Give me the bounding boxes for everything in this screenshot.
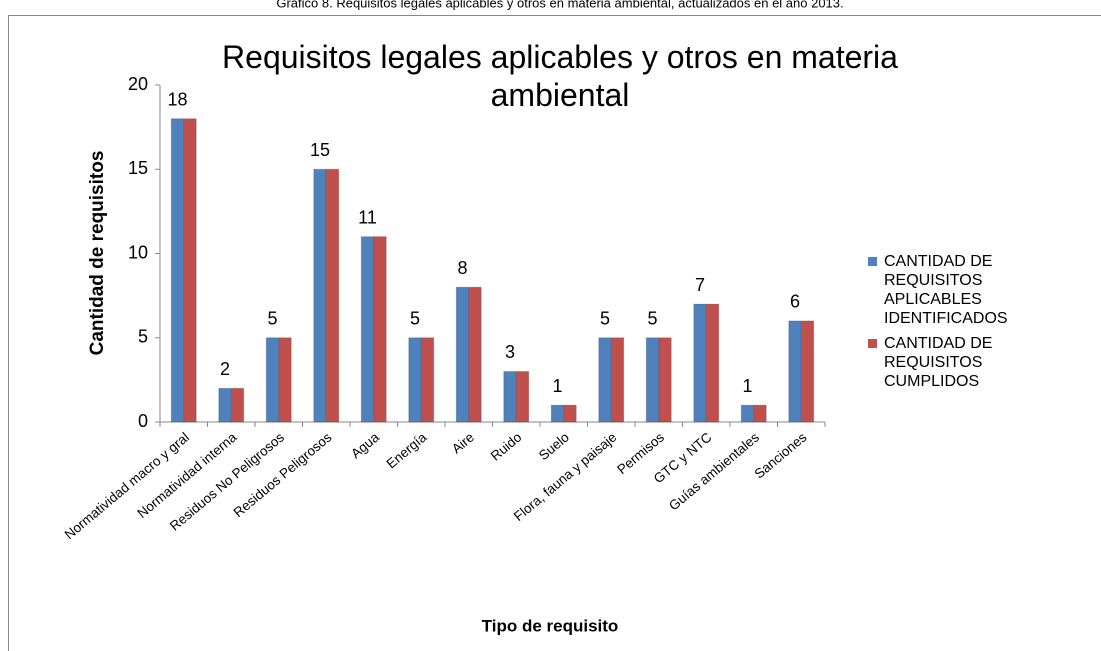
data-label: 5 bbox=[647, 309, 657, 329]
x-tick-label: Guías ambientales bbox=[666, 429, 762, 513]
bar bbox=[373, 236, 387, 423]
bar bbox=[468, 286, 482, 423]
caption: Gráfico 8. Requisitos legales aplicables… bbox=[276, 0, 843, 10]
bar bbox=[800, 320, 815, 423]
legend-label: CANTIDAD DE REQUISITOS APLICABLES IDENTI… bbox=[884, 253, 1008, 327]
bar bbox=[230, 387, 245, 423]
bar bbox=[693, 303, 707, 423]
y-tick-label: 5 bbox=[138, 327, 148, 347]
y-axis-title: Cantidad de requisitos bbox=[87, 151, 108, 356]
legend: CANTIDAD DE REQUISITOS APLICABLES IDENTI… bbox=[868, 252, 1068, 397]
bar bbox=[325, 168, 340, 423]
bar bbox=[788, 320, 802, 423]
bar bbox=[455, 286, 470, 423]
chart-frame bbox=[8, 15, 1101, 651]
x-tick-label: Energía bbox=[384, 429, 430, 471]
bar bbox=[218, 387, 232, 423]
data-label: 11 bbox=[358, 207, 377, 227]
bar bbox=[170, 118, 185, 423]
bar bbox=[313, 168, 327, 423]
bar bbox=[645, 337, 660, 423]
y-tick-label: 15 bbox=[128, 158, 148, 178]
data-label: 7 bbox=[695, 275, 705, 295]
x-tick-label: Aire bbox=[449, 430, 477, 457]
bar bbox=[550, 404, 565, 423]
y-tick-label: 10 bbox=[128, 242, 148, 262]
y-tick-label: 20 bbox=[128, 74, 148, 94]
bar bbox=[610, 337, 625, 423]
bar bbox=[408, 337, 422, 423]
bar bbox=[515, 370, 530, 423]
data-label: 1 bbox=[552, 376, 562, 396]
chart-title: Requisitos legales aplicables y otros en… bbox=[222, 39, 898, 113]
data-label: 2 bbox=[220, 359, 230, 379]
x-tick-label: Sanciones bbox=[752, 429, 810, 481]
bar bbox=[740, 404, 755, 423]
data-label: 6 bbox=[790, 292, 800, 312]
data-label: 5 bbox=[267, 309, 277, 329]
legend-swatch bbox=[868, 339, 877, 348]
bar bbox=[420, 337, 435, 423]
data-label: 15 bbox=[310, 140, 330, 160]
bar bbox=[360, 236, 375, 423]
legend-item: CANTIDAD DE REQUISITOS CUMPLIDOS bbox=[868, 334, 1068, 391]
x-axis-title: Tipo de requisito bbox=[482, 616, 619, 635]
data-label: 5 bbox=[600, 309, 610, 329]
data-label: 1 bbox=[742, 376, 752, 396]
legend-label: CANTIDAD DE REQUISITOS CUMPLIDOS bbox=[884, 335, 993, 390]
data-label: 18 bbox=[167, 89, 187, 109]
bar bbox=[563, 404, 577, 423]
bar bbox=[598, 337, 612, 423]
x-tick-label: Agua bbox=[348, 429, 382, 461]
data-label: 8 bbox=[457, 258, 467, 278]
bar bbox=[658, 337, 672, 423]
bar bbox=[705, 303, 720, 423]
bar bbox=[503, 370, 517, 423]
data-label: 3 bbox=[505, 342, 515, 362]
bar bbox=[753, 404, 767, 423]
legend-item: CANTIDAD DE REQUISITOS APLICABLES IDENTI… bbox=[868, 252, 1068, 328]
legend-swatch bbox=[868, 257, 877, 266]
data-label: 5 bbox=[410, 309, 420, 329]
y-tick-label: 0 bbox=[138, 411, 148, 431]
x-tick-label: Ruido bbox=[488, 430, 525, 464]
bar bbox=[183, 118, 197, 423]
bar bbox=[278, 337, 292, 423]
x-tick-label: Suelo bbox=[536, 430, 572, 464]
bar bbox=[265, 337, 280, 423]
